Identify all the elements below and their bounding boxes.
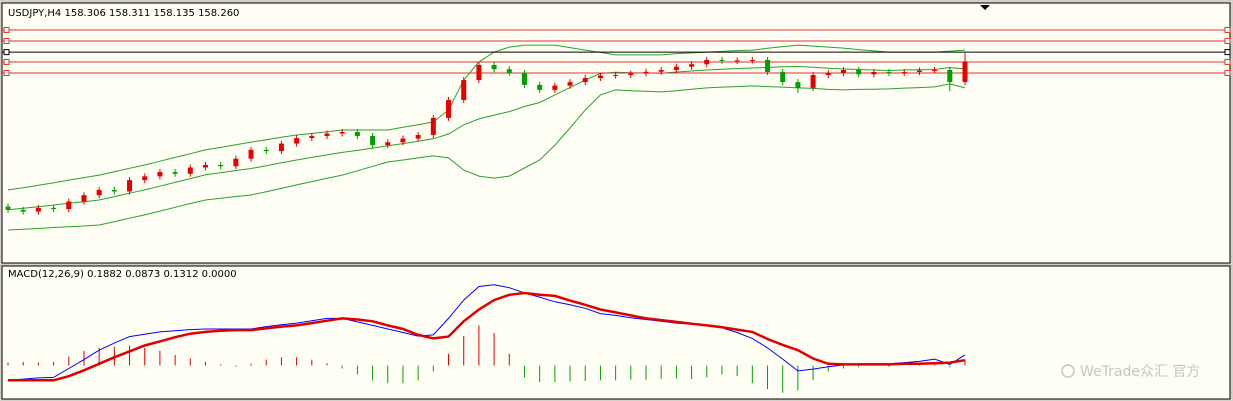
candle-body (142, 176, 148, 181)
candle-body (765, 59, 771, 73)
level-handle (3, 26, 10, 33)
candle-body (521, 73, 527, 85)
candle-body (233, 158, 239, 167)
candle-body (658, 70, 664, 72)
macd-title: MACD(12,26,9) 0.1882 0.0873 0.1312 0.000… (8, 269, 237, 280)
candle-body (81, 195, 87, 202)
candle-body (552, 85, 558, 90)
candle-body (886, 72, 892, 74)
chart-shift-marker (980, 5, 990, 10)
candle-body (871, 72, 877, 75)
level-handle (1224, 49, 1231, 56)
watermark-icon (1061, 364, 1075, 378)
level-handle (1224, 58, 1231, 65)
candle-body (506, 69, 512, 74)
candle-body (932, 70, 938, 72)
level-handle (3, 58, 10, 65)
watermark-text: WeTrade众汇 官方 (1080, 364, 1200, 380)
indicator-line (7, 44, 966, 191)
candle-body (248, 149, 254, 159)
candle-body (370, 136, 376, 146)
candle-body (354, 131, 360, 137)
candle-body (947, 70, 953, 83)
candle-body (278, 143, 284, 152)
candle-body (202, 164, 208, 168)
indicator-line (7, 284, 966, 381)
candle-body (51, 207, 57, 210)
price-title: USDJPY,H4 158.306 158.311 158.135 158.26… (8, 8, 239, 19)
candle-body (673, 66, 679, 71)
price-panel (1, 2, 1231, 264)
candle-body (218, 164, 224, 167)
candle-body (339, 131, 345, 134)
candle-body (172, 172, 178, 174)
candle-body (461, 80, 467, 100)
candle-body (400, 138, 406, 143)
level-handle (3, 49, 10, 56)
level-handle (1224, 38, 1231, 45)
candle-body (795, 82, 801, 88)
candle-body (309, 136, 315, 139)
candle-body (856, 70, 862, 75)
candle-body (5, 206, 11, 210)
candle-body (810, 75, 816, 88)
candle-body (66, 201, 72, 210)
candle-body (415, 135, 421, 139)
candle-body (780, 72, 786, 83)
candle-body (582, 78, 588, 83)
candle-body (111, 189, 117, 192)
level-handle (1224, 70, 1231, 77)
candle-body (157, 172, 163, 177)
level-handle (1224, 26, 1231, 33)
candle-body (385, 142, 391, 146)
indicator-line (7, 65, 966, 211)
indicator-line (8, 291, 966, 382)
candle-body (96, 189, 102, 196)
candle-body (825, 73, 831, 76)
candle-body (628, 73, 634, 76)
candle-body (294, 138, 300, 144)
candle-body (476, 64, 482, 81)
candle-body (537, 84, 543, 90)
level-handle (3, 70, 10, 77)
candle-body (324, 133, 330, 137)
candle-body (689, 64, 695, 67)
candle-body (491, 64, 497, 70)
candle-body (127, 180, 133, 192)
candle-body (901, 72, 907, 74)
candle-body (263, 149, 269, 152)
candle-body (916, 70, 922, 73)
candle-body (719, 59, 725, 61)
candle-body (643, 71, 649, 74)
level-handle (3, 38, 10, 45)
candle-body (567, 82, 573, 86)
candle-body (430, 117, 436, 136)
candle-body (35, 207, 41, 212)
candle-body (187, 167, 193, 174)
indicator-line (7, 83, 966, 231)
candle-body (749, 59, 755, 61)
candle-body (962, 61, 968, 83)
candle-body (20, 209, 26, 212)
candle-body (613, 75, 619, 77)
candle-body (446, 99, 452, 118)
watermark: WeTrade众汇 官方 (1061, 364, 1200, 380)
candle-body (597, 75, 603, 79)
candle-body (704, 59, 710, 65)
candle-body (840, 70, 846, 74)
candle-body (734, 60, 740, 62)
